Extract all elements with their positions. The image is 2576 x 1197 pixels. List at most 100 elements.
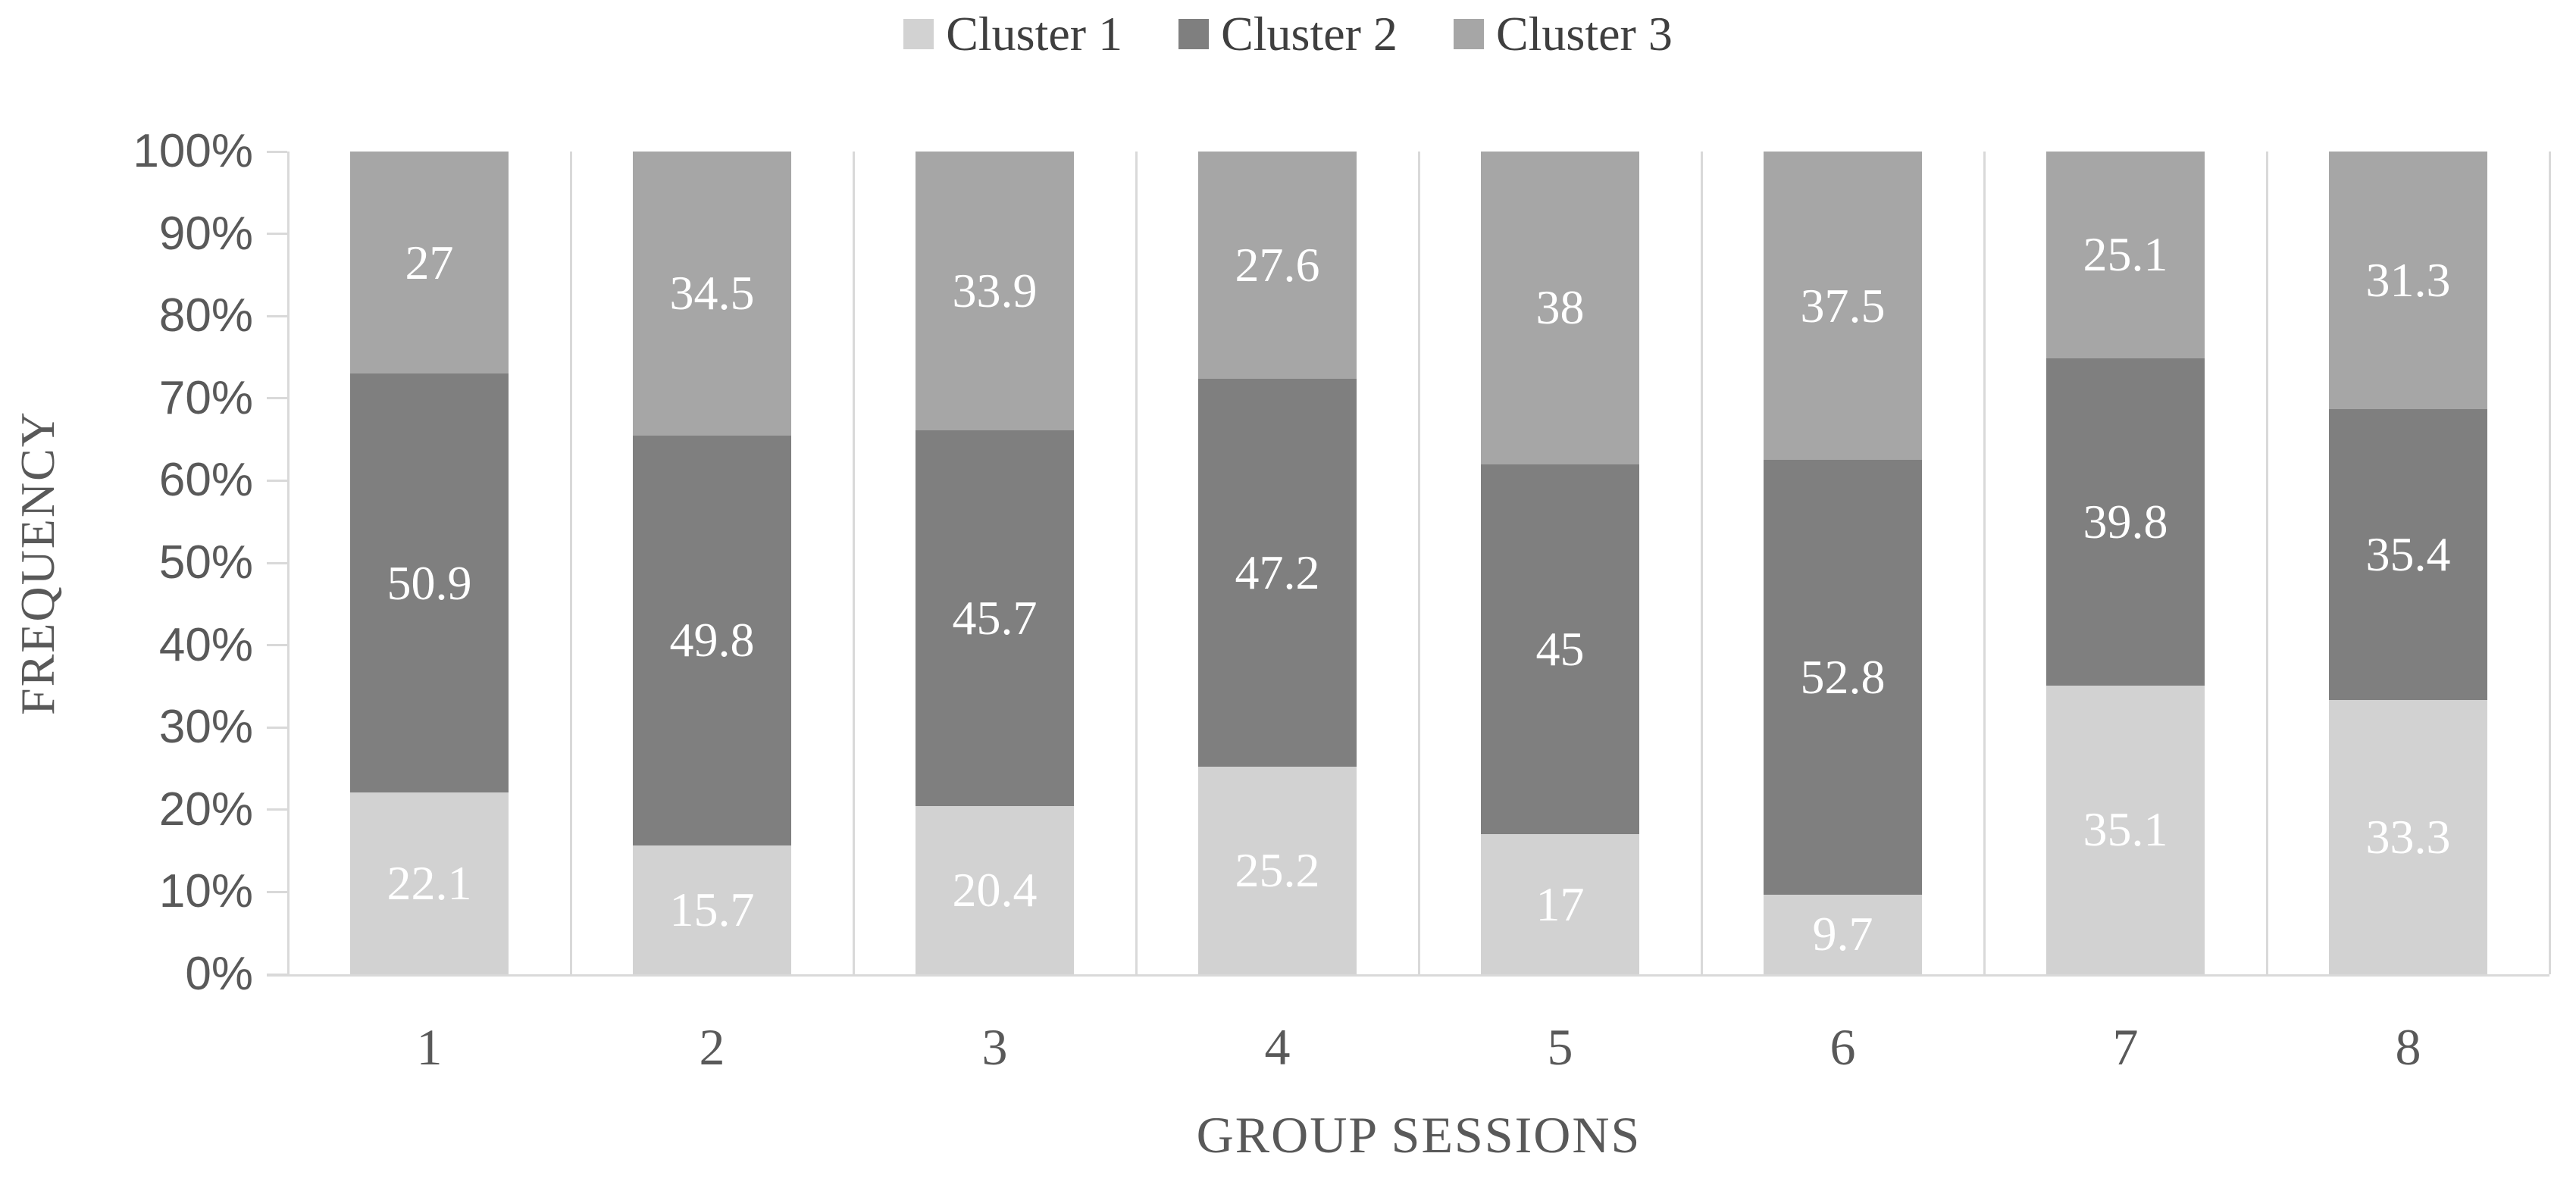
bar-segment-cluster-1: 15.7 — [633, 845, 791, 974]
bar-segment-cluster-1: 17 — [1481, 834, 1639, 974]
bar-segment-cluster-1: 9.7 — [1764, 894, 1922, 974]
bars-container: 22.1 50.9 27 15.7 49.8 34.5 20.4 45.7 33.9 25.2 47… — [288, 152, 2549, 974]
bar-value-label: 22.1 — [387, 856, 472, 910]
category-separator — [852, 152, 855, 974]
bar-value-label: 27.6 — [1235, 237, 1320, 292]
y-tick-mark — [267, 314, 287, 317]
category-slot-4: 25.2 47.2 27.6 — [1136, 152, 1419, 974]
legend-swatch-icon — [903, 19, 934, 50]
bar-segment-cluster-3: 27.6 — [1198, 152, 1357, 379]
bar-value-label: 33.3 — [2365, 810, 2451, 864]
category-slot-8: 33.3 35.4 31.3 — [2267, 152, 2549, 974]
y-tick-label: 30% — [158, 701, 253, 754]
bar-column-session-6: 9.7 52.8 37.5 — [1764, 152, 1922, 974]
bar-value-label: 15.7 — [669, 882, 755, 936]
category-separator — [2265, 152, 2268, 974]
category-separator — [1983, 152, 1986, 974]
x-category-label-5: 5 — [1547, 1018, 1573, 1076]
y-tick-mark — [267, 479, 287, 482]
category-slot-1: 22.1 50.9 27 — [288, 152, 571, 974]
y-tick-mark — [267, 890, 287, 893]
bar-segment-cluster-1: 25.2 — [1198, 767, 1357, 974]
legend-label: Cluster 1 — [946, 7, 1123, 61]
bar-segment-cluster-2: 52.8 — [1764, 460, 1922, 895]
chart-legend: Cluster 1 Cluster 2 Cluster 3 — [0, 7, 2576, 61]
x-axis-title: GROUP SESSIONS — [1196, 1106, 1642, 1164]
category-slot-7: 35.1 39.8 25.1 — [1984, 152, 2267, 974]
legend-swatch-icon — [1178, 19, 1210, 50]
bar-segment-cluster-2: 39.8 — [2046, 358, 2205, 686]
bar-value-label: 50.9 — [387, 555, 472, 610]
bar-segment-cluster-1: 22.1 — [350, 792, 509, 974]
bar-segment-cluster-3: 25.1 — [2046, 152, 2205, 358]
y-tick-mark — [267, 808, 287, 811]
x-axis-line — [267, 974, 2549, 977]
legend-label: Cluster 2 — [1221, 7, 1398, 61]
x-category-label-8: 8 — [2395, 1018, 2421, 1076]
y-tick-mark — [267, 561, 287, 564]
bar-value-label: 31.3 — [2365, 252, 2451, 307]
x-category-label-2: 2 — [699, 1018, 725, 1076]
y-tick-mark — [267, 397, 287, 400]
category-slot-6: 9.7 52.8 37.5 — [1701, 152, 1984, 974]
bar-value-label: 39.8 — [2083, 494, 2168, 548]
category-slot-2: 15.7 49.8 34.5 — [571, 152, 853, 974]
bar-value-label: 25.1 — [2083, 227, 2168, 282]
x-category-label-7: 7 — [2112, 1018, 2139, 1076]
category-separator — [2548, 152, 2551, 974]
bar-value-label: 45.7 — [952, 591, 1038, 645]
bar-segment-cluster-3: 38 — [1481, 152, 1639, 464]
bar-segment-cluster-2: 35.4 — [2329, 408, 2487, 701]
bar-segment-cluster-3: 27 — [350, 152, 509, 374]
legend-swatch-icon — [1453, 19, 1484, 50]
y-tick-label: 80% — [158, 289, 253, 342]
bar-value-label: 25.2 — [1235, 843, 1320, 898]
bar-value-label: 35.1 — [2083, 802, 2168, 857]
bar-value-label: 47.2 — [1235, 545, 1320, 600]
y-tick-label: 50% — [158, 536, 253, 589]
bar-value-label: 27 — [405, 235, 454, 289]
bar-segment-cluster-3: 37.5 — [1764, 152, 1922, 461]
y-tick-label: 40% — [158, 618, 253, 671]
bar-column-session-2: 15.7 49.8 34.5 — [633, 152, 791, 974]
bar-column-session-5: 17 45 38 — [1481, 152, 1639, 974]
legend-item-1: Cluster 1 — [903, 7, 1123, 61]
y-tick-mark — [267, 644, 287, 647]
x-category-label-1: 1 — [416, 1018, 443, 1076]
x-category-labels: 1 2 3 4 5 6 7 8 — [288, 1021, 2549, 1073]
bar-value-label: 45 — [1535, 622, 1585, 677]
y-tick-label: 100% — [133, 125, 253, 177]
bar-segment-cluster-1: 20.4 — [916, 806, 1074, 974]
bar-value-label: 38 — [1535, 280, 1585, 335]
category-separator — [569, 152, 572, 974]
bar-value-label: 9.7 — [1812, 907, 1873, 961]
bar-segment-cluster-1: 35.1 — [2046, 685, 2205, 974]
x-category-label-6: 6 — [1829, 1018, 1856, 1076]
x-category-label-4: 4 — [1264, 1018, 1291, 1076]
y-tick-label: 10% — [158, 865, 253, 918]
plot-area: 22.1 50.9 27 15.7 49.8 34.5 20.4 45.7 33.9 25.2 47… — [286, 152, 2551, 974]
y-tick-label: 0% — [185, 948, 253, 1000]
y-tick-mark — [267, 726, 287, 729]
bar-value-label: 37.5 — [1800, 278, 1886, 333]
y-axis-title: FREQUENCY — [11, 410, 64, 716]
category-separator — [1417, 152, 1420, 974]
bar-column-session-1: 22.1 50.9 27 — [350, 152, 509, 974]
y-tick-label: 70% — [158, 371, 253, 424]
bar-value-label: 35.4 — [2365, 527, 2451, 582]
bar-value-label: 33.9 — [952, 264, 1038, 318]
category-separator — [1700, 152, 1703, 974]
bar-segment-cluster-3: 33.9 — [916, 152, 1074, 431]
bar-segment-cluster-2: 45.7 — [916, 430, 1074, 807]
bar-segment-cluster-3: 31.3 — [2329, 152, 2487, 409]
y-tick-mark — [267, 233, 287, 236]
category-slot-3: 20.4 45.7 33.9 — [853, 152, 1136, 974]
bar-segment-cluster-2: 49.8 — [633, 435, 791, 845]
bar-segment-cluster-2: 47.2 — [1198, 378, 1357, 767]
bar-value-label: 52.8 — [1800, 649, 1886, 704]
bar-column-session-7: 35.1 39.8 25.1 — [2046, 152, 2205, 974]
bar-segment-cluster-2: 50.9 — [350, 373, 509, 792]
bar-column-session-8: 33.3 35.4 31.3 — [2329, 152, 2487, 974]
bar-column-session-4: 25.2 47.2 27.6 — [1198, 152, 1357, 974]
